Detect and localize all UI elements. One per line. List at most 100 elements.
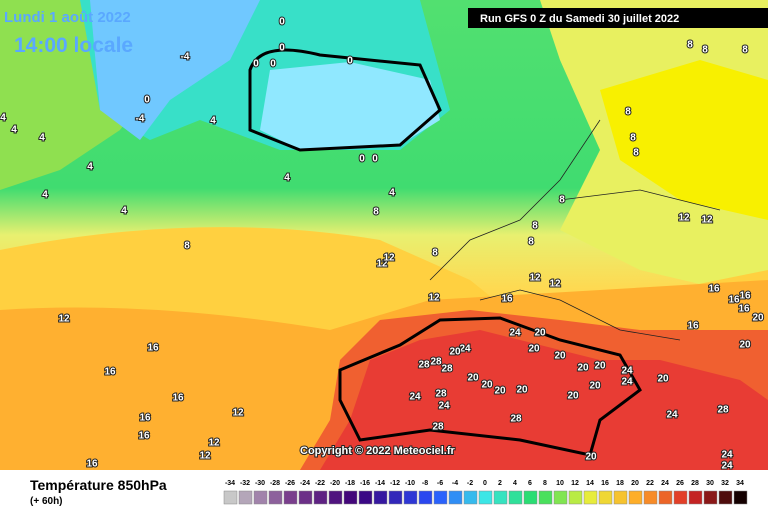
contour-label: 20 [494,386,506,397]
contour-label: 8 [528,237,534,248]
scale-label: -6 [437,480,443,487]
scale-label: -32 [240,480,250,487]
contour-label: 8 [630,133,636,144]
contour-label: 28 [717,405,729,416]
scale-swatch [718,490,733,505]
contour-label: 4 [0,113,6,124]
footer-lead: (+ 60h) [30,496,63,507]
scale-label: -12 [390,480,400,487]
contour-label: 16 [147,343,159,354]
scale-label: -34 [225,480,235,487]
scale-swatch [478,490,493,505]
scale-swatch [643,490,658,505]
contour-label: 8 [559,195,565,206]
contour-label: 8 [432,248,438,259]
scale-label: 12 [571,480,579,487]
contour-label: 20 [594,361,606,372]
scale-swatch [538,490,553,505]
contour-label: 12 [208,438,220,449]
contour-label: 4 [42,190,48,201]
contour-label: 16 [739,291,751,302]
scale-swatch [673,490,688,505]
contour-label: 8 [633,148,639,159]
contour-label: 20 [585,452,597,463]
scale-label: 8 [543,480,547,487]
run-box [468,8,768,28]
scale-label: 32 [721,480,729,487]
contour-label: 4 [87,162,93,173]
contour-label: 20 [516,385,528,396]
contour-label: 28 [435,389,447,400]
contour-label: 8 [742,45,748,56]
contour-label: 24 [509,328,521,339]
contour-label: 12 [232,408,244,419]
contour-label: 8 [532,221,538,232]
contour-label: 16 [738,304,750,315]
contour-label: 20 [657,374,669,385]
scale-label: 4 [513,480,517,487]
contour-label: 28 [430,357,442,368]
contour-label: 8 [625,107,631,118]
scale-label: -20 [330,480,340,487]
contour-label: 4 [389,188,395,199]
scale-swatch [418,490,433,505]
contour-label: 24 [438,401,450,412]
scale-label: -30 [255,480,265,487]
scale-label: -24 [300,480,310,487]
scale-swatch [583,490,598,505]
contour-label: 28 [432,422,444,433]
contour-label: 20 [752,313,764,324]
contour-label: 20 [589,381,601,392]
scale-label: 26 [676,480,684,487]
contour-label: 24 [409,392,421,403]
contour-label: 0 [144,95,150,106]
scale-swatch [688,490,703,505]
map-time: 14:00 locale [14,34,133,57]
contour-label: 28 [510,414,522,425]
scale-swatch [508,490,523,505]
contour-label: 20 [567,391,579,402]
contour-label: 20 [528,344,540,355]
contour-label: 24 [621,366,633,377]
scale-label: -26 [285,480,295,487]
isotherm-24 [338,316,642,457]
scale-swatch [613,490,628,505]
contour-label: 24 [459,344,471,355]
contour-label: 24 [666,410,678,421]
contour-label: 12 [701,215,713,226]
scale-swatch [358,490,373,505]
contour-label: 12 [678,213,690,224]
contour-label: 0 [372,154,378,165]
contour-label: 16 [708,284,720,295]
scale-swatch [223,490,238,505]
scale-swatch [283,490,298,505]
scale-label: -18 [345,480,355,487]
contour-label: 24 [721,450,733,461]
contour-label: 8 [373,207,379,218]
footer: Température 850hPa (+ 60h) -34 -32 -30 -28-… [30,477,748,507]
scale-swatch [373,490,388,505]
contour-label: 16 [172,393,184,404]
contour-label: 16 [86,459,98,470]
contour-label: 4 [210,116,216,127]
scale-label: 34 [736,480,744,487]
contour-label: 0 [253,59,259,70]
color-scale: -34 -32 -30 -28 -26 -24 -22 -20 -18 -16 -14 -12 -10-… [223,480,748,505]
scale-label: 22 [646,480,654,487]
scale-swatch [523,490,538,505]
scale-label: -8 [422,480,428,487]
scale-label: 24 [661,480,669,487]
map: Lundi 1 août 2022 14:00 locale Run GFS 0… [0,0,768,473]
scale-swatch [553,490,568,505]
contour-label: 16 [139,413,151,424]
scale-swatch [433,490,448,505]
contour-label: 0 [279,43,285,54]
contour-label: 0 [359,154,365,165]
contour-label: 0 [270,59,276,70]
zone-scandinavia [600,60,768,220]
scale-swatch [403,490,418,505]
scale-label: -22 [315,480,325,487]
scale-label: 0 [483,480,487,487]
